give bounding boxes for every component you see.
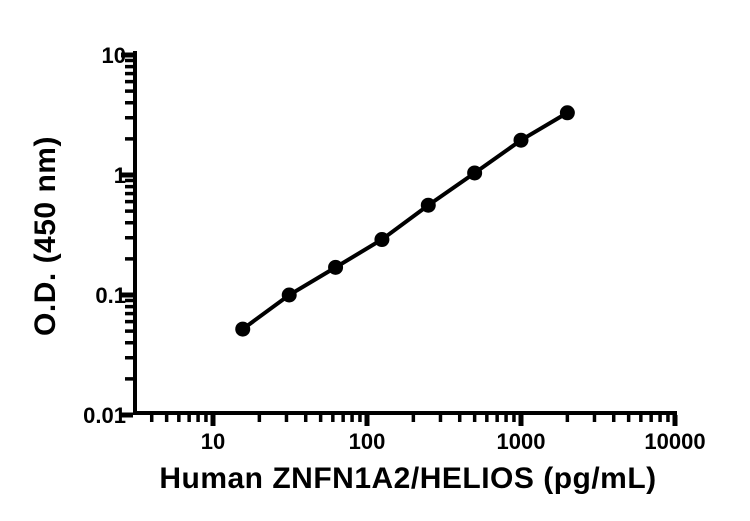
data-point [513,132,529,148]
x-tick-label: 1000 [497,429,546,454]
y-tick-label: 10 [102,43,126,68]
data-point [420,197,436,213]
x-axis-label: Human ZNFN1A2/HELIOS (pg/mL) [159,462,657,495]
data-point [467,165,483,181]
data-point [374,232,390,248]
data-point [281,287,297,303]
y-tick-label: 0.01 [83,403,126,428]
y-tick-label: 1 [114,163,126,188]
data-point [328,259,344,275]
series-line [240,110,570,332]
y-tick-label: 0.1 [95,283,126,308]
data-point [235,321,251,337]
x-tick-label: 100 [349,429,386,454]
data-point [559,105,575,121]
x-tick-label: 10000 [644,429,705,454]
y-axis-label: O.D. (450 nm) [29,136,62,336]
x-tick-label: 10 [201,429,225,454]
